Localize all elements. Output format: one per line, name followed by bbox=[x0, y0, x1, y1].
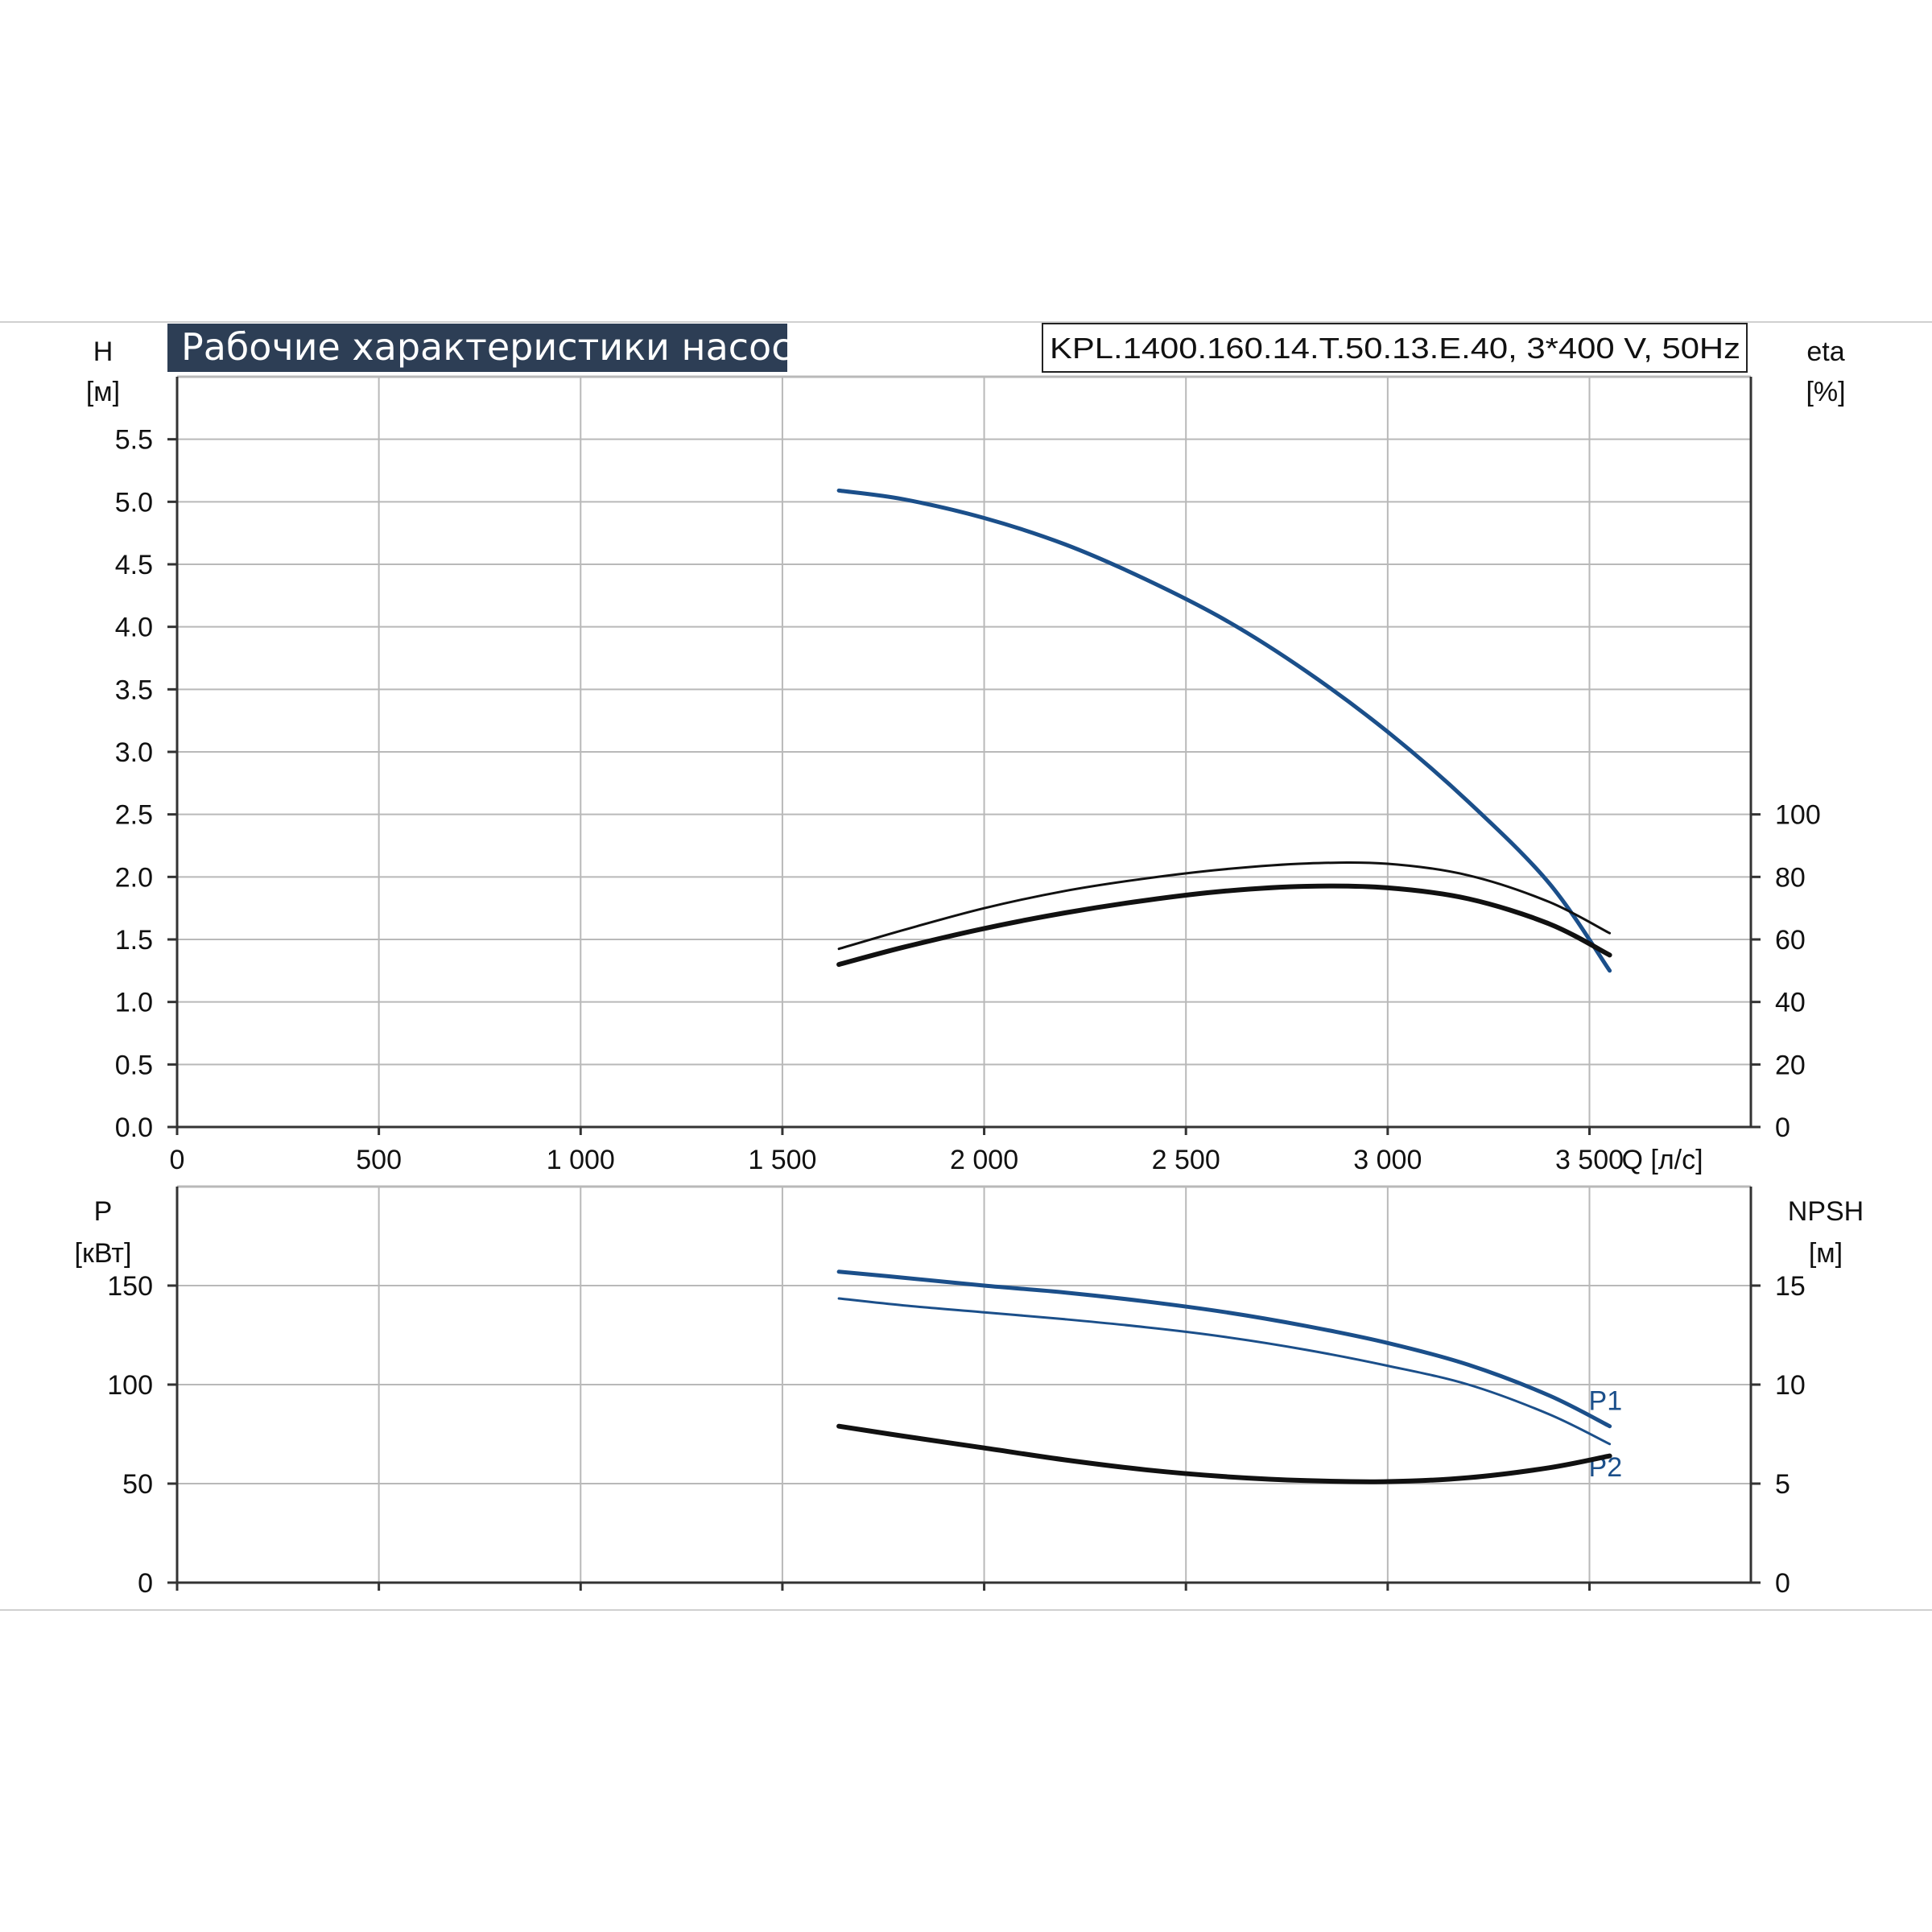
x-axis-label: Q [л/с] bbox=[1621, 1145, 1703, 1175]
y-tick-label-left: 4.5 bbox=[115, 550, 153, 580]
y-tick-label-left: 5.0 bbox=[115, 487, 153, 518]
y-tick-label-left: 50 bbox=[122, 1469, 153, 1500]
x-tick-label: 0 bbox=[170, 1145, 185, 1175]
y-tick-label-left: 1.0 bbox=[115, 988, 153, 1018]
series-line-eta-1 bbox=[837, 861, 1612, 951]
y-tick-label-left: 1.5 bbox=[115, 925, 153, 956]
y-tick-label-right: 0 bbox=[1775, 1568, 1790, 1599]
y-tick-label-right: 10 bbox=[1775, 1370, 1806, 1401]
x-tick-label: 2 000 bbox=[950, 1145, 1018, 1175]
y-axis-label-right: eta bbox=[1806, 336, 1844, 367]
y-axis-label-left: H bbox=[93, 336, 114, 367]
y-axis-unit-left: [кВт] bbox=[75, 1238, 132, 1269]
y-tick-label-left: 0.5 bbox=[115, 1050, 153, 1080]
series-line-P2 bbox=[837, 1297, 1612, 1446]
y-tick-label-right: 60 bbox=[1775, 925, 1806, 956]
y-axis-unit-right: [м] bbox=[1809, 1238, 1843, 1269]
y-tick-label-left: 150 bbox=[107, 1271, 153, 1302]
y-tick-label-left: 0.0 bbox=[115, 1113, 153, 1143]
y-tick-label-left: 3.5 bbox=[115, 675, 153, 705]
y-tick-label-left: 4.0 bbox=[115, 613, 153, 643]
title-box bbox=[167, 324, 787, 372]
y-tick-label-right: 80 bbox=[1775, 862, 1806, 893]
y-tick-label-left: 0 bbox=[138, 1568, 153, 1599]
y-axis-unit-left: [м] bbox=[86, 377, 120, 407]
series-line-P1 bbox=[836, 1269, 1612, 1429]
chart-title: Рабочие характеристики насоса bbox=[181, 325, 815, 369]
y-axis-label-right: NPSH bbox=[1788, 1196, 1864, 1227]
y-tick-label-left: 2.0 bbox=[115, 862, 153, 893]
series-label-P1: P1 bbox=[1589, 1386, 1623, 1417]
y-tick-label-right: 15 bbox=[1775, 1271, 1806, 1302]
y-tick-label-right: 5 bbox=[1775, 1469, 1790, 1500]
y-tick-label-left: 5.5 bbox=[115, 425, 153, 456]
x-tick-label: 1 500 bbox=[748, 1145, 816, 1175]
y-axis-label-left: P bbox=[94, 1196, 113, 1227]
y-tick-label-right: 100 bbox=[1775, 800, 1821, 831]
y-axis-unit-right: [%] bbox=[1806, 377, 1845, 407]
y-tick-label-left: 2.5 bbox=[115, 800, 153, 831]
head-efficiency-plot: 0.0 0.5 1.0 1.5 2.0 2.5 3.0 3.5 4.0 4.5 5.0 5.5 0 20 4… bbox=[86, 336, 1846, 1175]
x-tick-label: 1 000 bbox=[547, 1145, 615, 1175]
y-tick-label-right: 40 bbox=[1775, 988, 1806, 1018]
model-box bbox=[1042, 323, 1748, 373]
y-tick-label-left: 100 bbox=[107, 1370, 153, 1401]
series-line-NPSH bbox=[836, 1423, 1612, 1484]
y-tick-label-right: 20 bbox=[1775, 1050, 1806, 1080]
model-label: KPL.1400.160.14.T.50.13.E.40, 3*400 V, 5… bbox=[1050, 332, 1740, 365]
series-line-H bbox=[836, 488, 1612, 973]
y-tick-label-left: 3.0 bbox=[115, 737, 153, 768]
x-tick-label: 500 bbox=[356, 1145, 402, 1175]
y-tick-label-right: 0 bbox=[1775, 1113, 1790, 1143]
x-tick-label: 2 500 bbox=[1152, 1145, 1220, 1175]
x-tick-label: 3 500 bbox=[1555, 1145, 1624, 1175]
series-line-eta-2 bbox=[836, 883, 1612, 968]
x-tick-label: 3 000 bbox=[1353, 1145, 1422, 1175]
